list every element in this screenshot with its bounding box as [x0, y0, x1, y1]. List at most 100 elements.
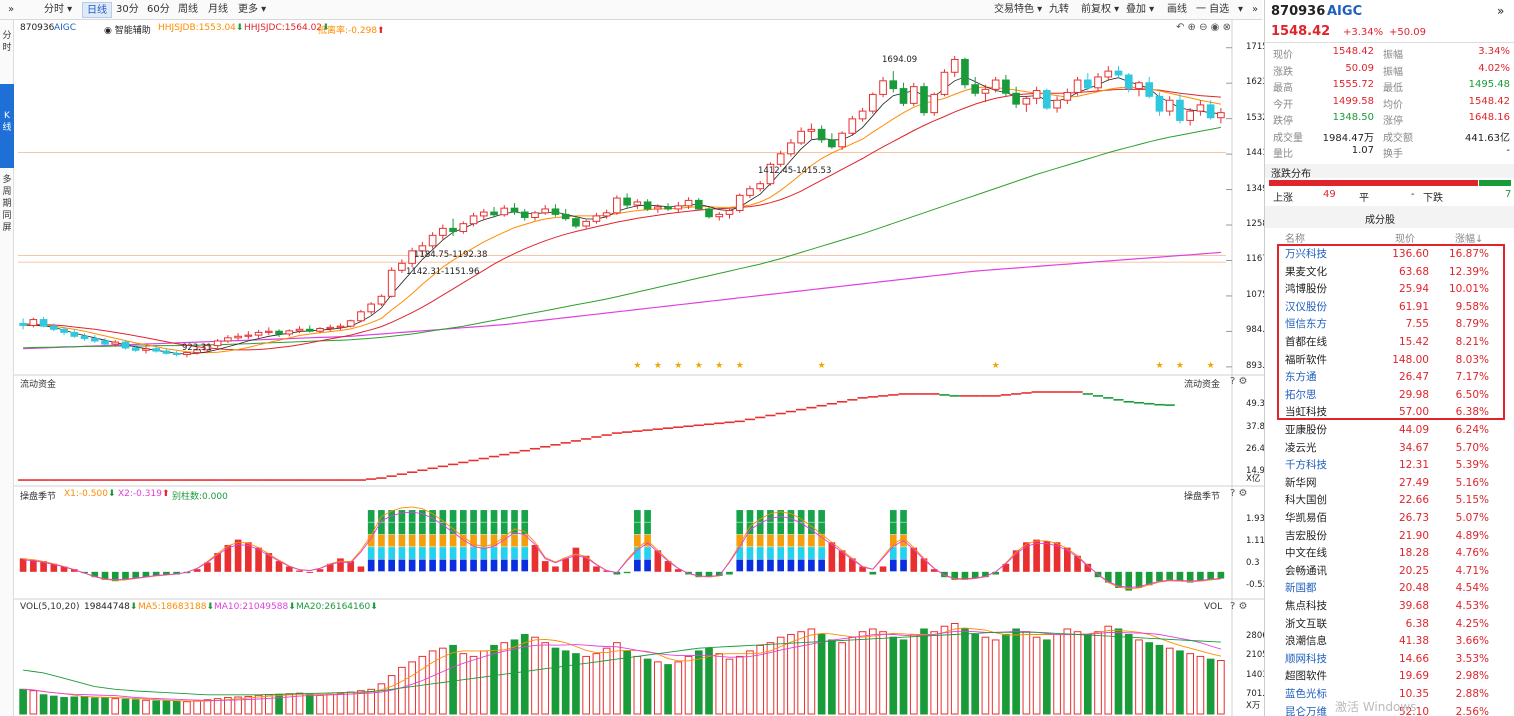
stock-row[interactable]: 亚康股份 44.09 6.24%	[1265, 422, 1514, 440]
season-stack-segment	[459, 510, 467, 522]
volume-bar	[633, 655, 642, 715]
quote-cell: 4.02%	[1478, 62, 1510, 74]
stock-row[interactable]: 万兴科技 136.60 16.87%	[1265, 246, 1514, 264]
volume-bar	[561, 650, 570, 715]
col-price[interactable]: 现价	[1395, 234, 1415, 245]
tab-left-kline[interactable]: K线	[0, 84, 14, 168]
stock-row[interactable]: 鸿博股份 25.94 10.01%	[1265, 281, 1514, 299]
indicator-selector[interactable]: ◉ 智能辅助	[104, 26, 151, 36]
tab-daily[interactable]: 日线	[82, 2, 112, 18]
season-tick-label: 0.3	[1246, 557, 1260, 568]
tab-30min[interactable]: 30分	[116, 4, 139, 15]
col-name[interactable]: 名称	[1285, 234, 1305, 245]
stock-row[interactable]: 凌云光 34.67 5.70%	[1265, 440, 1514, 458]
stock-row[interactable]: 会畅通讯 20.25 4.71%	[1265, 563, 1514, 581]
panel-collapse-icon[interactable]: »	[1497, 4, 1505, 18]
draw-button[interactable]: 画线	[1167, 4, 1187, 15]
overlay-menu[interactable]: 叠加 ▾	[1126, 4, 1155, 15]
candle-body	[60, 328, 68, 333]
tab-weekly[interactable]: 周线	[178, 4, 198, 15]
nine-turn-button[interactable]: 九转	[1049, 4, 1069, 15]
price-tick-label: 1715.28	[1246, 42, 1281, 52]
stock-row[interactable]: 福昕软件 148.00 8.03%	[1265, 352, 1514, 370]
stock-row[interactable]: 东方通 26.47 7.17%	[1265, 369, 1514, 387]
stock-name: 福昕软件	[1285, 353, 1327, 366]
stock-row[interactable]: 新国都 20.48 4.54%	[1265, 580, 1514, 598]
candle-body	[1124, 74, 1133, 90]
season-stack-segment	[644, 522, 651, 535]
flow-funds-settings-icon[interactable]: ? ⚙	[1230, 376, 1248, 387]
overlay-label: 叠加	[1126, 4, 1146, 15]
stock-row[interactable]: 焦点科技 39.68 4.53%	[1265, 598, 1514, 616]
trade-feature-menu[interactable]: 交易特色 ▾	[994, 4, 1043, 15]
candle-body	[285, 330, 294, 335]
tab-60min[interactable]: 60分	[147, 4, 170, 15]
volume-bar	[705, 647, 713, 715]
stock-name: 当虹科技	[1285, 406, 1327, 419]
stock-row[interactable]: 蓝色光标 10.35 2.88%	[1265, 686, 1514, 704]
stock-row[interactable]: 汉仪股份 61.91 9.58%	[1265, 299, 1514, 317]
stock-row[interactable]: 恒信东方 7.55 8.79%	[1265, 316, 1514, 334]
stock-row[interactable]: 千方科技 12.31 5.39%	[1265, 457, 1514, 475]
expand-right-icon[interactable]: »	[1252, 4, 1259, 15]
candle-body	[623, 197, 631, 206]
stock-row[interactable]: 中文在线 18.28 4.76%	[1265, 545, 1514, 563]
volume-bar	[428, 650, 437, 715]
season-bar	[695, 571, 703, 578]
stock-row[interactable]: 顺网科技 14.66 3.53%	[1265, 651, 1514, 669]
stock-row[interactable]: 浪潮信息 41.38 3.66%	[1265, 633, 1514, 651]
volume-bar	[1012, 628, 1020, 715]
watchlist-button[interactable]: 一 自选	[1196, 4, 1230, 15]
tab-monthly[interactable]: 月线	[208, 4, 228, 15]
season-stack-segment	[808, 522, 815, 535]
ma10-line	[23, 86, 1221, 354]
stock-row[interactable]: 昆仑万维 52.10 2.56%	[1265, 704, 1514, 716]
stock-row[interactable]: 超图软件 19.69 2.98%	[1265, 668, 1514, 686]
stock-row[interactable]: 果麦文化 63.68 12.39%	[1265, 264, 1514, 282]
collapse-left-icon[interactable]: »	[8, 4, 15, 15]
season-stack-segment	[521, 547, 529, 559]
season-bar	[306, 571, 314, 573]
candle-body	[418, 245, 427, 252]
annotation-range-3: 1142.31-1151.96	[406, 267, 480, 277]
stock-row[interactable]: 浙文互联 6.38 4.25%	[1265, 616, 1514, 634]
candle-body	[1196, 104, 1205, 112]
flow-funds-unit: X亿	[1246, 474, 1261, 484]
season-tick-label: 1.11	[1246, 536, 1265, 547]
candle-body	[70, 331, 79, 337]
tab-intraday[interactable]: 分时 ▾	[44, 4, 73, 15]
stock-row[interactable]: 拓尔思 29.98 6.50%	[1265, 387, 1514, 405]
adjust-menu[interactable]: 前复权 ▾	[1081, 4, 1120, 15]
tab-more[interactable]: 更多 ▾	[238, 4, 267, 15]
season-bar	[1002, 563, 1010, 572]
stock-row[interactable]: 科大国创 22.66 5.15%	[1265, 492, 1514, 510]
col-pct[interactable]: 涨幅↓	[1455, 234, 1484, 245]
price-tick-label: 893.24	[1246, 360, 1276, 371]
candle-body	[316, 328, 324, 332]
stock-change: 4.89%	[1455, 529, 1489, 542]
stock-row[interactable]: 华凯易佰 26.73 5.07%	[1265, 510, 1514, 528]
dist-up-count: 49	[1323, 189, 1336, 200]
stock-row[interactable]: 新华网 27.49 5.16%	[1265, 475, 1514, 493]
season-stack-segment	[797, 510, 805, 522]
season-stack-segment	[797, 559, 805, 572]
stock-row[interactable]: 吉宏股份 21.90 4.89%	[1265, 528, 1514, 546]
tab-left-multi-period[interactable]: 多周期同屏	[2, 175, 12, 233]
watchlist-dropdown-icon[interactable]: ▾	[1238, 4, 1244, 15]
signal-star-marker: ★	[818, 361, 826, 371]
candle-body	[234, 335, 242, 339]
season-bar	[40, 561, 47, 572]
volume-legend-ma20: MA20:26164160⬇	[296, 602, 378, 612]
season-bar	[101, 571, 109, 580]
candle-body	[817, 128, 826, 141]
stock-row[interactable]: 首都在线 15.42 8.21%	[1265, 334, 1514, 352]
chart-controls[interactable]: ↶ ⊕ ⊖ ◉ ⊗	[1176, 22, 1231, 33]
volume-settings-icon[interactable]: ? ⚙	[1230, 601, 1248, 612]
season-stack-segment	[408, 510, 416, 522]
season-settings-icon[interactable]: ? ⚙	[1230, 488, 1248, 499]
tab-left-intraday[interactable]: 分时	[2, 31, 12, 53]
volume-bar	[531, 636, 539, 715]
stock-row[interactable]: 当虹科技 57.00 6.38%	[1265, 404, 1514, 422]
quote-panel: 870936 AIGC » 1548.42 +3.34% +50.09 现价 15…	[1264, 0, 1514, 716]
dist-flat-label: 平	[1359, 193, 1369, 204]
